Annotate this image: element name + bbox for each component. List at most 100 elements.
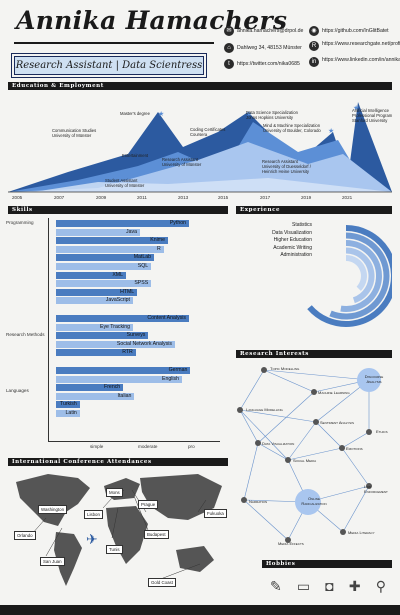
- year-label: 2007: [54, 195, 65, 200]
- address-text: Dahlweg 34, 48153 Münster: [237, 45, 302, 51]
- label-data-visualization: Data Visualization: [262, 441, 295, 446]
- year-label: 2005: [12, 195, 23, 200]
- github-icon: ◉: [309, 26, 319, 36]
- interests-header: Research Interests: [236, 350, 392, 358]
- hobbies-header: Hobbies: [262, 560, 392, 568]
- skills-axis: [48, 218, 49, 441]
- event-research-duesseldorf: Research Assistant University of Duesseld…: [262, 159, 311, 174]
- skills-baseline: [48, 441, 220, 442]
- location-icon: ⌂: [224, 43, 234, 53]
- node-media-effects: [285, 537, 291, 543]
- node-machine-learning: [311, 389, 317, 395]
- event-data-science: Data Science Specialization Johns Hopkins…: [246, 110, 298, 120]
- label-media-effects: Media Effects: [278, 541, 304, 546]
- label-language-modelling: Language Modelling: [246, 407, 283, 412]
- year-label: 2021: [342, 195, 353, 200]
- year-label: 2009: [96, 195, 107, 200]
- star-marker: ★: [353, 104, 359, 112]
- experience-label: Higher Education: [273, 237, 312, 243]
- skill-bar: RTR: [56, 349, 136, 357]
- experience-label: Statistics: [291, 222, 312, 228]
- photography-icon: ◘: [325, 578, 334, 594]
- skills-header: Skills: [8, 206, 228, 214]
- skill-bar: HTML: [56, 288, 138, 296]
- skill-bar: Java: [56, 228, 140, 236]
- experience-radial-chart: [307, 225, 392, 327]
- label-law-enforcement: Law Enforcement: [364, 484, 388, 494]
- twitter-link[interactable]: https://twitter.com/nika0685: [237, 61, 300, 67]
- city-mons: Mons: [106, 488, 123, 497]
- label-media-literacy: Media Literacy: [348, 530, 375, 535]
- skill-group-label: Programming: [6, 220, 34, 225]
- email-link[interactable]: annika.hamachers@drpol.de: [237, 28, 304, 34]
- label-online-radicalization: Online Radicalization: [301, 496, 327, 506]
- skill-bar: Python: [56, 220, 189, 227]
- node-law-enforcement: [366, 483, 372, 489]
- skill-bar: French: [56, 384, 124, 392]
- skill-bar: Italian: [56, 392, 135, 400]
- scale-simple: simple: [90, 444, 104, 449]
- event-masters: Master's degree: [120, 111, 150, 116]
- star-marker: ★: [328, 127, 334, 135]
- researchgate-icon: R: [309, 41, 319, 51]
- linkedin-icon: in: [309, 57, 319, 67]
- role-frame: [11, 53, 207, 78]
- node-sentiment-analysis: [313, 419, 319, 425]
- label-narration: Narration: [249, 499, 268, 504]
- label-discourse-analysis: Discourse Analysis: [364, 374, 384, 384]
- node-social-media: [285, 457, 291, 463]
- skill-bar: XML: [56, 271, 126, 279]
- city-budapest: Budapest: [144, 530, 169, 539]
- map-asia: [140, 474, 222, 520]
- label-ethics: Ethics: [376, 429, 388, 434]
- skill-bar: Content Analysis: [56, 315, 189, 322]
- cycling-icon: ⚲: [375, 577, 386, 594]
- experience-arc: [340, 240, 382, 312]
- researchgate-link[interactable]: https://www.researchgate.net/profile/Ann…: [322, 41, 400, 47]
- node-ethics: [366, 429, 372, 435]
- event-student-assistant: Student Assistant University of Münster: [105, 178, 145, 188]
- scale-moderate: moderate: [138, 444, 158, 449]
- city-lisbon: Lisbon: [84, 510, 103, 519]
- event-research-muenster: Research Assistant University of Münster: [162, 157, 202, 167]
- skill-bar: English: [56, 375, 182, 383]
- world-map: ✈: [16, 474, 222, 586]
- node-language-modelling: [237, 407, 243, 413]
- linkedin-link[interactable]: https://www.linkedin.com/in/annikahamach…: [322, 57, 400, 63]
- skill-bar: Social Network Analysis: [56, 340, 175, 348]
- skill-bar: Knime: [56, 237, 168, 245]
- reading-icon: ▭: [296, 577, 311, 594]
- experience-arc: [345, 255, 367, 291]
- skill-bar: SPSS: [56, 280, 152, 288]
- github-link[interactable]: https://github.com/InGlitBatet: [322, 28, 389, 34]
- node-online-radicalization: [295, 489, 321, 515]
- conferences-header: International Conference Attendances: [8, 458, 228, 466]
- map-africa: [106, 506, 148, 564]
- experience-label: Academic Writing: [273, 244, 312, 251]
- gaming-icon: ✚: [348, 577, 361, 594]
- label-topic-modelling: Topic Modelling: [270, 366, 300, 371]
- city-san-juan: San Juan: [40, 557, 65, 566]
- education-timeline: ★ ★ ★ ★: [8, 102, 392, 193]
- event-mind-machine: Mind & Machine Specialization University …: [263, 123, 321, 133]
- year-label: 2013: [178, 195, 189, 200]
- scale-pro: pro: [188, 444, 195, 449]
- node-emotions: [339, 445, 345, 451]
- year-label: 2019: [301, 195, 312, 200]
- skill-group-label: Research Methods: [6, 331, 45, 337]
- experience-arc: [307, 225, 392, 327]
- label-emotions: Emotions: [346, 446, 363, 451]
- twitter-icon: t: [224, 59, 234, 69]
- label-social-media: Social Media: [293, 458, 317, 463]
- city-orlando: Orlando: [14, 531, 36, 540]
- experience-arc: [329, 232, 390, 320]
- interests-network: [237, 367, 381, 543]
- event-entertainment: Entertainment: [122, 153, 149, 158]
- skill-group-label: Languages: [6, 387, 29, 393]
- skill-bar: Latin: [56, 410, 80, 417]
- skill-bar: MatLab: [56, 254, 154, 262]
- footer-bar: [0, 605, 400, 615]
- hobbies-icons: ✎ ▭ ◘ ✚ ⚲: [264, 572, 392, 600]
- experience-label: Data Visualization: [272, 229, 312, 236]
- event-ai-program: Artificial Intelligence Professional Pro…: [352, 108, 393, 123]
